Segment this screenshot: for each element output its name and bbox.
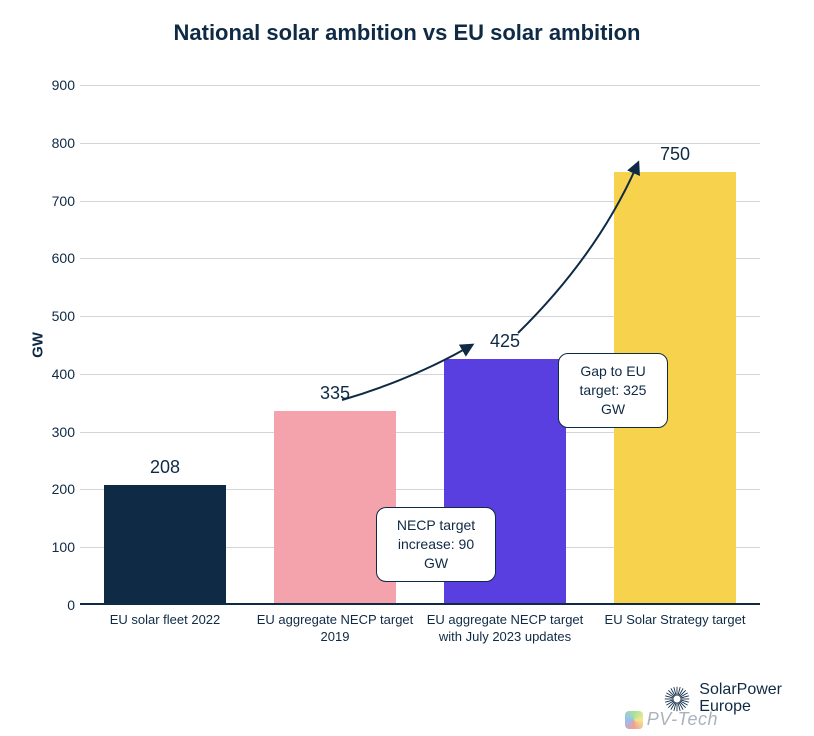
x-tick-label: EU solar fleet 2022 [80,612,250,629]
y-tick-label: 100 [40,539,75,555]
bar-value-label: 425 [444,331,566,352]
x-tick-label: EU aggregate NECP target with July 2023 … [420,612,590,646]
bar-value-label: 750 [614,144,736,165]
y-tick-label: 300 [40,424,75,440]
watermark-text: PV-Tech [647,709,718,730]
y-axis-label: GW [30,332,47,358]
y-tick-label: 200 [40,481,75,497]
y-tick-label: 400 [40,366,75,382]
chart-title: National solar ambition vs EU solar ambi… [0,20,814,46]
x-axis-labels: EU solar fleet 2022EU aggregate NECP tar… [80,612,760,682]
bar: 208 [104,485,226,605]
y-tick-label: 0 [40,597,75,613]
watermark: PV-Tech [625,709,718,730]
bar-value-label: 335 [274,383,396,404]
grid-line [80,85,760,86]
bar-value-label: 208 [104,457,226,478]
brand-line1: SolarPower [699,682,782,699]
wechat-icon [625,711,643,729]
annotation-box: NECP target increase: 90 GW [376,507,496,582]
y-tick-label: 500 [40,308,75,324]
y-tick-label: 900 [40,77,75,93]
annotation-box: Gap to EU target: 325 GW [558,353,668,428]
y-tick-label: 800 [40,135,75,151]
x-axis-line [80,603,760,605]
y-tick-label: 700 [40,193,75,209]
y-tick-label: 600 [40,250,75,266]
x-tick-label: EU Solar Strategy target [590,612,760,629]
plot-area: 0100200300400500600700800900 20833542575… [80,85,760,605]
x-tick-label: EU aggregate NECP target 2019 [250,612,420,646]
